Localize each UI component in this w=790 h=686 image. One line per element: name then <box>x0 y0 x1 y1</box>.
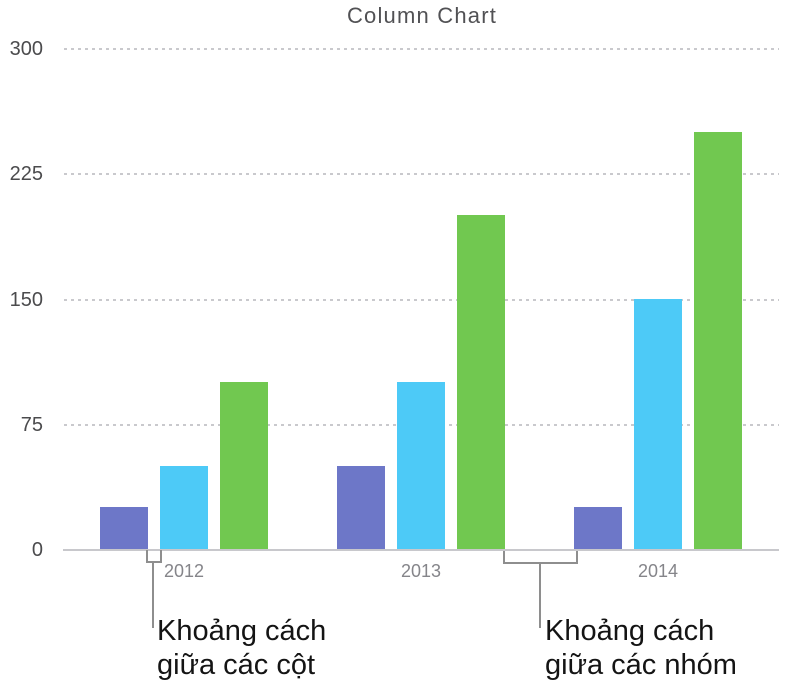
bar-2013-series-1 <box>337 465 385 549</box>
x-category-label-2013: 2013 <box>400 561 442 581</box>
bar-2012-series-1 <box>100 507 148 549</box>
bar-2013-series-2 <box>397 382 445 549</box>
column-gap-callout-line <box>152 562 154 628</box>
group-gap-callout-line <box>539 563 541 628</box>
x-category-label-2012: 2012 <box>163 561 205 581</box>
column-gap-label-line2: giữa các cột <box>157 649 316 681</box>
y-tick-label-150: 150 <box>9 288 43 311</box>
y-tick-label-0: 0 <box>31 539 43 561</box>
x-axis-line <box>63 549 779 551</box>
bar-2014-series-2 <box>634 298 682 549</box>
group-gap-label-line1: Khoảng cách <box>545 615 715 647</box>
column-gap-label-line1: Khoảng cách <box>157 615 327 647</box>
y-tick-label-300: 300 <box>9 38 43 60</box>
column-gap-label: Khoảng cách giữa các cột <box>157 614 326 682</box>
bar-2014-series-3 <box>694 131 742 549</box>
gridline-300 <box>64 48 779 50</box>
x-category-label-2014: 2014 <box>637 561 679 581</box>
y-tick-label-225: 225 <box>9 163 43 186</box>
group-gap-label-line2: giữa các nhóm <box>545 649 737 681</box>
column-gap-bracket <box>146 550 162 563</box>
bar-2014-series-1 <box>574 507 622 549</box>
y-tick-label-75: 75 <box>20 413 43 436</box>
bar-2012-series-3 <box>220 382 268 549</box>
gridline-150 <box>64 298 779 301</box>
bar-2013-series-3 <box>457 215 505 549</box>
gridline-225 <box>64 173 779 176</box>
group-gap-label: Khoảng cách giữa các nhóm <box>545 614 737 682</box>
bar-2012-series-2 <box>160 465 208 549</box>
chart-title: Column Chart <box>346 3 498 28</box>
